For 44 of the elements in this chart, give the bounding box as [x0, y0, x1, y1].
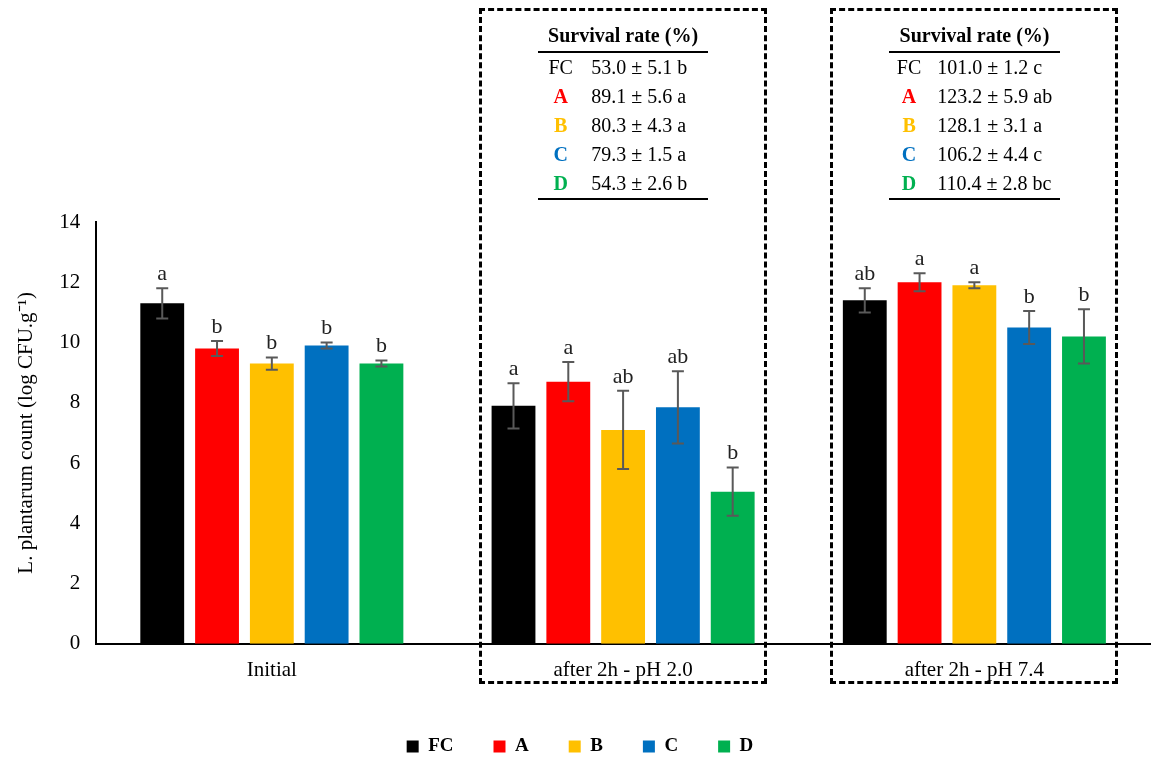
data-label: b — [266, 329, 278, 355]
y-tick-label: 2 — [69, 570, 81, 595]
data-label: b — [211, 312, 223, 338]
y-tick-label: 12 — [59, 268, 81, 293]
legend-label: FC — [428, 734, 454, 756]
data-label: b — [1023, 282, 1035, 308]
data-label: ab — [667, 342, 689, 368]
x-tick-label: Initial — [246, 656, 298, 681]
data-label: ab — [612, 362, 634, 388]
text: D 54.3 ± 2.6 b — [552, 171, 689, 196]
text: B 128.1 ± 3.1 a — [901, 113, 1044, 138]
data-label: ab — [854, 260, 876, 286]
x-tick-label: after 2h - pH 2.0 — [553, 656, 693, 681]
y-tick-label: 4 — [69, 509, 81, 534]
data-label: b — [321, 314, 333, 340]
y-tick-label: 14 — [59, 208, 81, 233]
y-tick-label: 10 — [59, 329, 81, 354]
text: FC 53.0 ± 5.1 b — [547, 55, 689, 80]
text: A 123.2 ± 5.9 ab — [900, 84, 1054, 109]
y-tick-label: 0 — [69, 630, 81, 655]
legend-label: A — [515, 734, 529, 756]
text: D 110.4 ± 2.8 bc — [900, 171, 1053, 196]
data-label: a — [969, 254, 980, 280]
data-label: a — [508, 354, 519, 380]
legend-label: C — [664, 734, 679, 756]
data-label: b — [1078, 281, 1090, 307]
legend-label: D — [739, 734, 754, 756]
x-tick-label: after 2h - pH 7.4 — [904, 656, 1045, 681]
text: A 89.1 ± 5.6 a — [552, 84, 688, 109]
data-label: b — [375, 332, 387, 358]
data-label: a — [914, 245, 925, 270]
y-tick-label: 6 — [69, 449, 81, 474]
text: FC 101.0 ± 1.2 c — [895, 55, 1044, 80]
data-label: a — [157, 260, 168, 286]
text: Survival rate (%) — [888, 22, 1061, 52]
text: C 79.3 ± 1.5 a — [552, 142, 688, 167]
text: Survival rate (%) — [538, 22, 709, 52]
y-axis-title: L. plantarum count (log CFU.g⁻¹) — [13, 292, 38, 574]
text: B 80.3 ± 4.3 a — [552, 113, 688, 138]
text: C 106.2 ± 4.4 c — [900, 142, 1044, 167]
data-label: b — [727, 439, 739, 465]
y-tick-label: 8 — [69, 389, 81, 414]
data-label: a — [563, 333, 574, 359]
legend-label: B — [590, 734, 604, 756]
